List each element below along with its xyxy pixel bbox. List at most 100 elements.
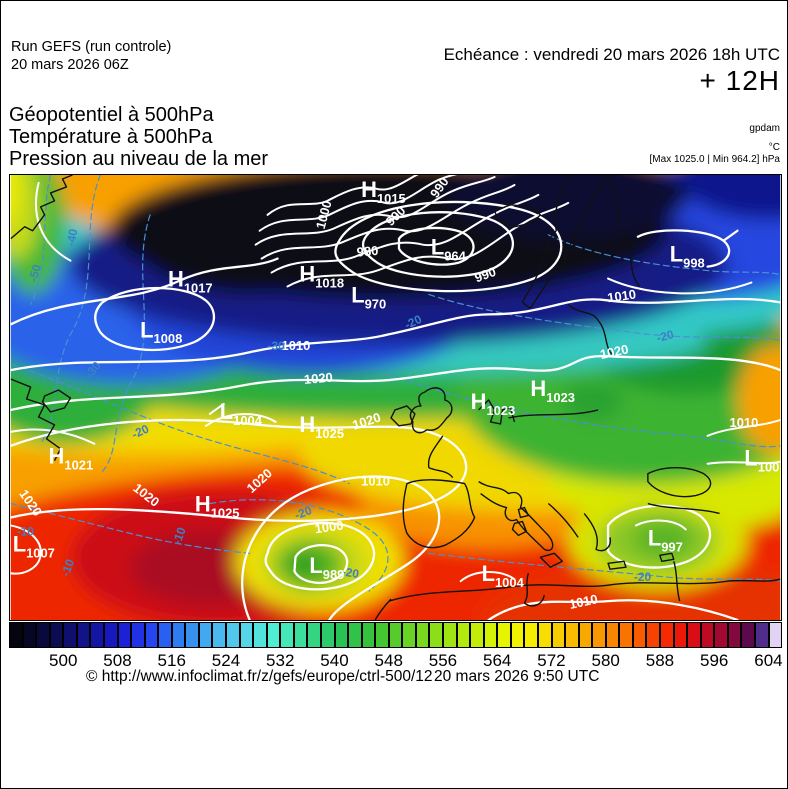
colorbar-cell xyxy=(728,623,743,647)
colorbar-cell xyxy=(579,623,594,647)
colorbar-cell xyxy=(606,623,621,647)
isobar-label-1010: 1010 xyxy=(282,338,311,353)
isotherm-label--20: -20 xyxy=(341,564,361,581)
isotherm-labels: -40-50-30-30-20-20-20-20-20 -20-10 -10-10 xyxy=(17,227,676,584)
colorbar-cell xyxy=(661,623,675,647)
isobar-label-1020: 1020 xyxy=(599,341,630,362)
colorbar-cell xyxy=(484,623,499,647)
colorbar-cell xyxy=(267,623,282,647)
valid-time-label: Echéance : vendredi 20 mars 2026 18h UTC xyxy=(443,45,780,64)
colorbar-cell xyxy=(742,623,756,647)
pressure-center-h-1023: H1023 xyxy=(530,376,575,405)
isobar-label-1010: 1010 xyxy=(606,287,637,306)
colorbar-cell xyxy=(10,623,24,647)
isotherm-label--20: -20 xyxy=(634,570,652,584)
colorbar-cell xyxy=(349,623,363,647)
generation-time: 20 mars 2026 9:50 UTC xyxy=(434,668,600,685)
colorbar-cell xyxy=(416,623,431,647)
colorbar-tick: 540 xyxy=(320,651,349,670)
pressure-center-l-1008: L1008 xyxy=(140,317,182,346)
isobar-label-980: 980 xyxy=(356,243,379,260)
isobar-label-1000: 1000 xyxy=(313,199,335,231)
colorbar-cell xyxy=(755,623,770,647)
colorbar-cell xyxy=(715,623,729,647)
isotherm-label--10: -10 xyxy=(58,557,77,578)
run-label: Run GEFS (run controle) xyxy=(11,39,172,55)
colorbar-cell xyxy=(620,623,634,647)
pressure-center-h-1021: H1021 xyxy=(49,444,94,473)
isotherm-label--50: -50 xyxy=(26,263,44,284)
isobar-label-1020: 1020 xyxy=(303,370,333,387)
colorbar-cell xyxy=(64,623,78,647)
pressure-minmax-label: [Max 1025.0 | Min 964.2] hPa xyxy=(649,154,780,165)
colorbar-cell xyxy=(376,623,390,647)
colorbar-cell xyxy=(240,623,255,647)
colorbar-cell xyxy=(566,623,580,647)
isobar-label-1010: 1010 xyxy=(729,415,758,430)
colorbar-tick: 548 xyxy=(374,651,403,670)
colorbar-cell xyxy=(254,623,268,647)
isobar-label-990: 990 xyxy=(473,264,498,285)
colorbar-cell xyxy=(701,623,716,647)
colorbar-cell xyxy=(403,623,417,647)
colorbar-cell xyxy=(321,623,336,647)
pressure-center-h-1023: H1023 xyxy=(471,389,516,418)
field-title-geopotential: Géopotentiel à 500hPa xyxy=(9,104,214,126)
colorbar-cell xyxy=(538,623,553,647)
isotherm-label--10: -10 xyxy=(17,524,35,538)
colorbar-cell xyxy=(77,623,92,647)
pressure-center-l-998: L998 xyxy=(670,242,705,271)
colorbar-tick: 604 xyxy=(754,651,783,670)
colorbar-cell xyxy=(145,623,160,647)
colorbar-cell xyxy=(132,623,146,647)
unit-temperature: °C xyxy=(768,142,780,153)
colorbar-cell xyxy=(769,623,782,647)
colorbar-cell xyxy=(471,623,485,647)
isotherm-label--40: -40 xyxy=(64,227,81,247)
isotherm-label--10: -10 xyxy=(170,525,189,546)
colorbar-cell xyxy=(633,623,648,647)
colorbar-tick: 500 xyxy=(49,651,78,670)
pressure-center-l-997: L997 xyxy=(648,525,683,554)
coastlines xyxy=(10,175,781,620)
pressure-center-l-1007: L1007 xyxy=(13,531,55,560)
colorbar-cell xyxy=(281,623,295,647)
colorbar-tick: 580 xyxy=(591,651,620,670)
colorbar-cell xyxy=(430,623,444,647)
colorbar-cell xyxy=(593,623,607,647)
colorbar-cell xyxy=(172,623,187,647)
colorbar-cell xyxy=(213,623,227,647)
colorbar-cell xyxy=(362,623,377,647)
pressure-center-h-1017: H1017 xyxy=(168,266,213,295)
pressure-center-h-1025: H1025 xyxy=(299,412,344,441)
forecast-offset-label: + 12H xyxy=(699,65,780,96)
colorbar-cell xyxy=(498,623,512,647)
colorbar-tick: 516 xyxy=(157,651,186,670)
pressure-center-labels: H1015 H1017 L1008 H1018 L970 L964 L998 L1004 H10… xyxy=(13,177,780,590)
run-date: 20 mars 2026 06Z xyxy=(11,57,129,73)
field-title-pressure: Pression au niveau de la mer xyxy=(9,148,269,170)
colorbar-tick: 524 xyxy=(211,651,241,670)
colorbar-cell xyxy=(525,623,539,647)
colorbar-cell xyxy=(91,623,105,647)
pressure-center-l-1004: L1004 xyxy=(220,399,263,428)
colorbar-cell xyxy=(335,623,350,647)
isobar-label-1010: 1010 xyxy=(568,591,599,612)
colorbar-tick-labels: 500 508 516 524 532 540 548 556 564 572 580 588 596 6… xyxy=(9,651,783,671)
pressure-center-l-1004: L1004 xyxy=(482,561,525,590)
colorbar-cell xyxy=(552,623,567,647)
pressure-center-l-100: L100 xyxy=(744,446,779,475)
isotherm-label--20: -20 xyxy=(130,421,152,441)
colorbar-tick: 556 xyxy=(428,651,458,670)
colorbar-cell xyxy=(159,623,173,647)
colorbar-cell xyxy=(294,623,309,647)
field-title-temperature: Température à 500hPa xyxy=(9,126,213,148)
colorbar-cell xyxy=(186,623,200,647)
pressure-center-h-1025: H1025 xyxy=(195,491,240,520)
unit-geopotential: gpdam xyxy=(749,123,780,134)
colorbar-cell xyxy=(674,623,689,647)
colorbar-cell xyxy=(23,623,38,647)
pressure-center-l-989: L989 xyxy=(309,553,344,582)
colorbar-cell xyxy=(118,623,133,647)
colorbar-tick: 564 xyxy=(483,651,512,670)
